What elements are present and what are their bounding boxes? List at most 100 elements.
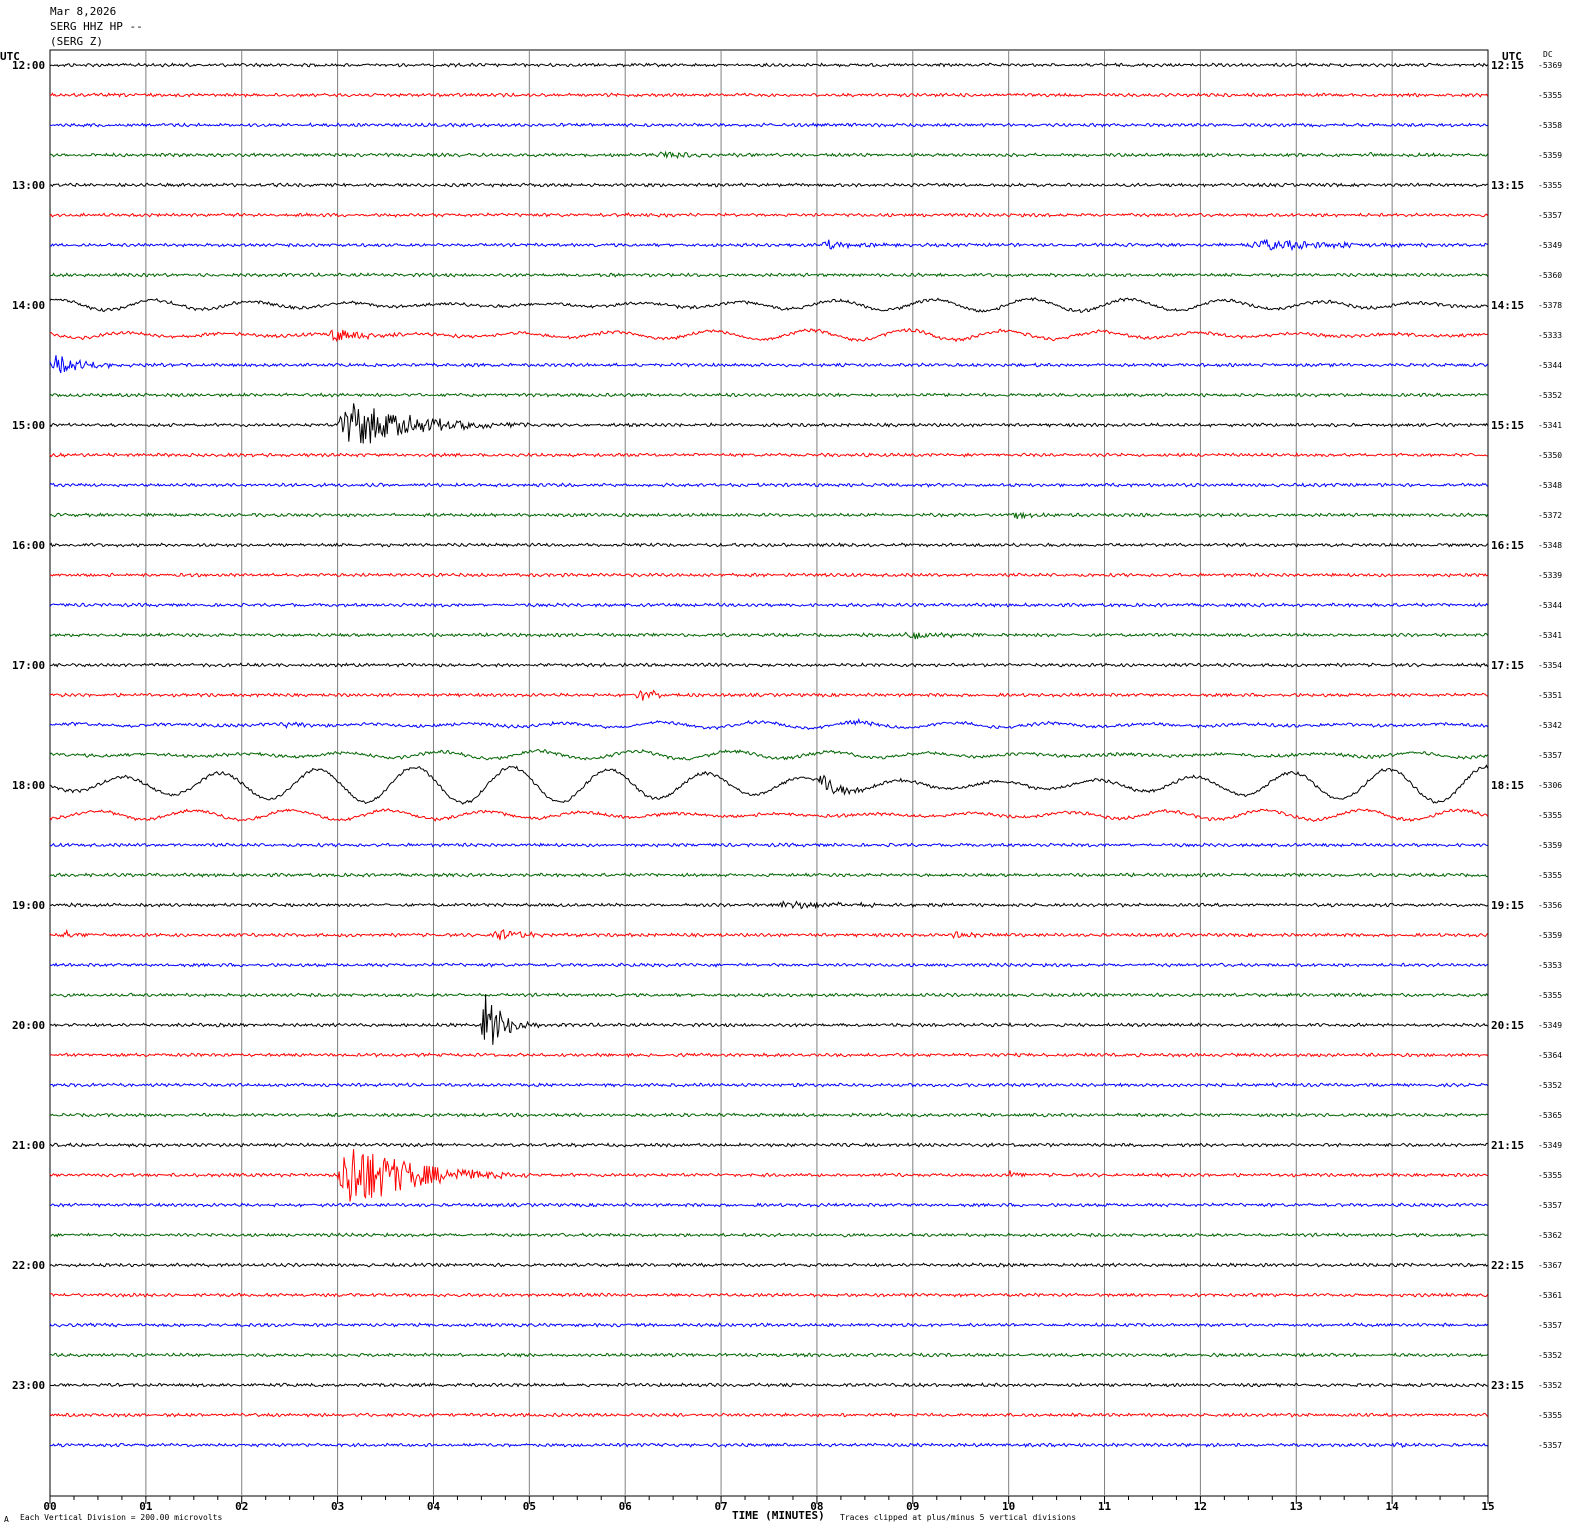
trace-row <box>49 403 1489 444</box>
trace-row <box>49 928 1488 941</box>
trace-row <box>49 1412 1488 1418</box>
dc-offset-label: -5354 <box>1538 661 1562 670</box>
right-hour-label: 22:15 <box>1491 1259 1524 1272</box>
dc-offset-label: -5342 <box>1538 721 1562 730</box>
trace-row <box>49 1322 1488 1328</box>
x-tick-label: 00 <box>43 1500 56 1513</box>
trace-row <box>49 1352 1488 1358</box>
right-hour-label: 16:15 <box>1491 539 1524 552</box>
trace-row <box>50 1202 1488 1208</box>
left-hour-label: 21:00 <box>12 1139 45 1152</box>
trace-row <box>49 482 1488 488</box>
right-hour-label: 18:15 <box>1491 779 1524 792</box>
station-label: (SERG Z) <box>50 35 103 48</box>
dc-offset-label: -5367 <box>1538 1261 1562 1270</box>
dc-offset-label: -5341 <box>1538 421 1562 430</box>
right-hour-label: 19:15 <box>1491 899 1524 912</box>
trace-row <box>49 150 1489 160</box>
scale-note: Each Vertical Division = 200.00 microvol… <box>20 1513 223 1522</box>
dc-offset-label: -5361 <box>1538 1291 1562 1300</box>
dc-offset-label: -5357 <box>1538 211 1562 220</box>
dc-offset-label: -5355 <box>1538 1171 1562 1180</box>
dc-offset-label: -5357 <box>1538 751 1562 760</box>
trace-row <box>49 1149 1488 1202</box>
dc-offset-label: -5348 <box>1538 541 1562 550</box>
time-grid <box>49 49 1489 1497</box>
trace-row <box>49 1232 1488 1238</box>
x-tick-label: 08 <box>810 1500 823 1513</box>
left-hour-label: 12:00 <box>12 59 45 72</box>
clip-note: Traces clipped at plus/minus 5 vertical … <box>840 1513 1077 1522</box>
trace-row <box>49 1292 1489 1298</box>
dc-offset-label: -5355 <box>1538 871 1562 880</box>
channel-title: SERG HHZ HP -- <box>50 20 143 33</box>
dc-offset-label: -5306 <box>1538 781 1562 790</box>
time-axis: 00 01 02 03 04 05 06 07 08 09 10 11 12 13 14 15 <box>43 1496 1495 1513</box>
x-tick-label: 10 <box>1002 1500 1015 1513</box>
dc-offset-label: -5357 <box>1538 1201 1562 1210</box>
dc-offset-label: -5355 <box>1538 991 1562 1000</box>
dc-offset-label: -5358 <box>1538 121 1562 130</box>
trace-row <box>49 662 1489 668</box>
dc-offset-label: -5352 <box>1538 391 1562 400</box>
trace-row <box>49 748 1488 761</box>
dc-offset-label: -5369 <box>1538 61 1562 70</box>
trace-row <box>49 182 1488 188</box>
trace-row <box>49 689 1488 701</box>
dc-offset-label: -5355 <box>1538 811 1562 820</box>
x-tick-label: 14 <box>1386 1500 1400 1513</box>
left-hour-label: 16:00 <box>12 539 45 552</box>
left-hour-label: 23:00 <box>12 1379 45 1392</box>
right-hour-label: 14:15 <box>1491 299 1524 312</box>
trace-row <box>49 212 1488 218</box>
trace-row <box>49 900 1488 910</box>
trace-row <box>49 392 1488 398</box>
dc-offset-label: -5349 <box>1538 1141 1562 1150</box>
trace-row <box>49 842 1488 848</box>
logo-mark: A <box>4 1515 9 1524</box>
dc-offset-label: -5372 <box>1538 511 1562 520</box>
trace-row <box>49 452 1488 458</box>
dc-offset-label: -5352 <box>1538 1381 1562 1390</box>
trace-row <box>49 327 1488 343</box>
left-hour-label: 13:00 <box>12 179 45 192</box>
dc-label: DC <box>1543 50 1553 59</box>
x-tick-label: 06 <box>619 1500 633 1513</box>
right-utc-label: UTC <box>1502 50 1522 63</box>
trace-row <box>49 994 1488 1045</box>
dc-offset-label: -5349 <box>1538 241 1562 250</box>
dc-offset-label: -5352 <box>1538 1351 1562 1360</box>
trace-row <box>49 572 1488 578</box>
trace-row <box>49 1112 1488 1119</box>
x-tick-label: 03 <box>331 1500 344 1513</box>
trace-row <box>49 1142 1488 1148</box>
left-hour-label: 17:00 <box>12 659 45 672</box>
trace-row <box>49 962 1488 968</box>
x-tick-label: 15 <box>1481 1500 1494 1513</box>
dc-offset-label: -5365 <box>1538 1111 1562 1120</box>
dc-offset-label: -5339 <box>1538 571 1562 580</box>
dc-offset-label: -5355 <box>1538 91 1562 100</box>
dc-offset-label: -5355 <box>1538 1411 1562 1420</box>
trace-row <box>49 92 1489 98</box>
dc-offset-label: -5360 <box>1538 271 1562 280</box>
trace-row <box>49 1442 1488 1449</box>
trace-row <box>49 511 1489 520</box>
trace-row <box>49 1082 1488 1088</box>
x-axis-title: TIME (MINUTES) <box>732 1509 825 1522</box>
dc-offset-label: -5353 <box>1538 961 1562 970</box>
right-hour-label: 23:15 <box>1491 1379 1524 1392</box>
dc-offset-label: -5333 <box>1538 331 1562 340</box>
right-hour-label: 20:15 <box>1491 1019 1524 1032</box>
dc-offset-label: -5351 <box>1538 691 1562 700</box>
trace-row <box>49 631 1489 640</box>
right-hour-label: 12:15 <box>1491 59 1524 72</box>
trace-row <box>49 808 1489 823</box>
trace-row <box>49 122 1488 128</box>
row-labels: -5369 -5355 -5358 -5359 -5355 -5357 -5349 -5360… <box>12 59 1562 1450</box>
trace-row <box>49 764 1489 805</box>
left-hour-label: 15:00 <box>12 419 45 432</box>
right-hour-label: 21:15 <box>1491 1139 1524 1152</box>
trace-row <box>49 238 1488 252</box>
